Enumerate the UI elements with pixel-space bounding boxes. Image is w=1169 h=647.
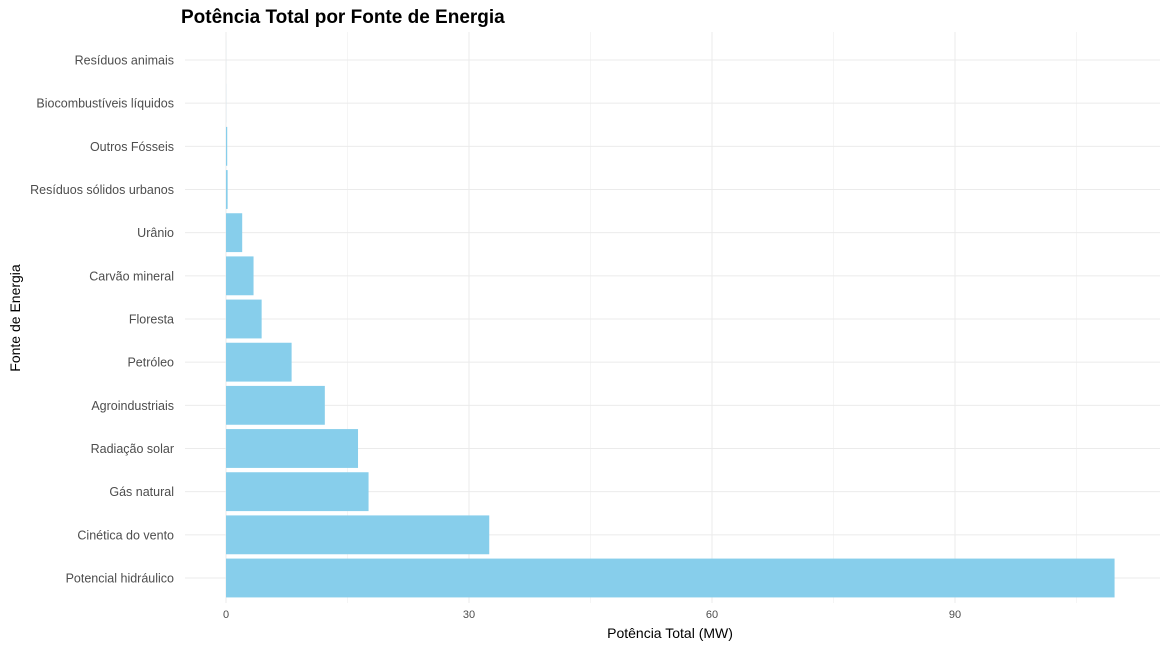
bar [226,472,369,512]
y-tick-label: Cinética do vento [77,528,174,542]
y-tick-label: Petróleo [127,356,174,370]
bar [226,429,359,468]
x-tick-label: 30 [463,609,475,621]
bar [226,342,292,382]
bar [226,558,1115,598]
x-tick-label: 90 [949,609,961,621]
bar [226,515,490,555]
bar [226,213,243,253]
bar [226,126,228,166]
y-tick-label: Gás natural [109,485,174,499]
y-tick-label: Resíduos sólidos urbanos [30,183,174,197]
y-tick-label: Agroindustriais [91,399,174,413]
bars [226,40,1115,598]
x-tick-labels: 0 30 60 90 [223,609,961,621]
y-tick-labels: Potencial hidráulico Cinética do vento Gás… [30,54,174,586]
bar [226,256,254,296]
y-tick-label: Outros Fósseis [90,140,174,154]
y-tick-label: Carvão mineral [89,269,174,283]
y-tick-label: Potencial hidráulico [66,572,174,586]
y-tick-label: Floresta [129,313,174,327]
x-tick-label: 60 [706,609,718,621]
x-axis-title: Potência Total (MW) [607,625,733,641]
x-tick-label: 0 [223,609,229,621]
bar [226,385,325,425]
chart-title: Potência Total por Fonte de Energia [181,7,505,28]
y-tick-label: Biocombustíveis líquidos [36,97,174,111]
y-axis-title: Fonte de Energia [7,264,23,372]
y-tick-label: Resíduos animais [75,54,174,68]
y-tick-label: Radiação solar [91,442,174,456]
bar [226,299,262,339]
y-tick-label: Urânio [137,226,174,240]
bar [226,170,228,209]
